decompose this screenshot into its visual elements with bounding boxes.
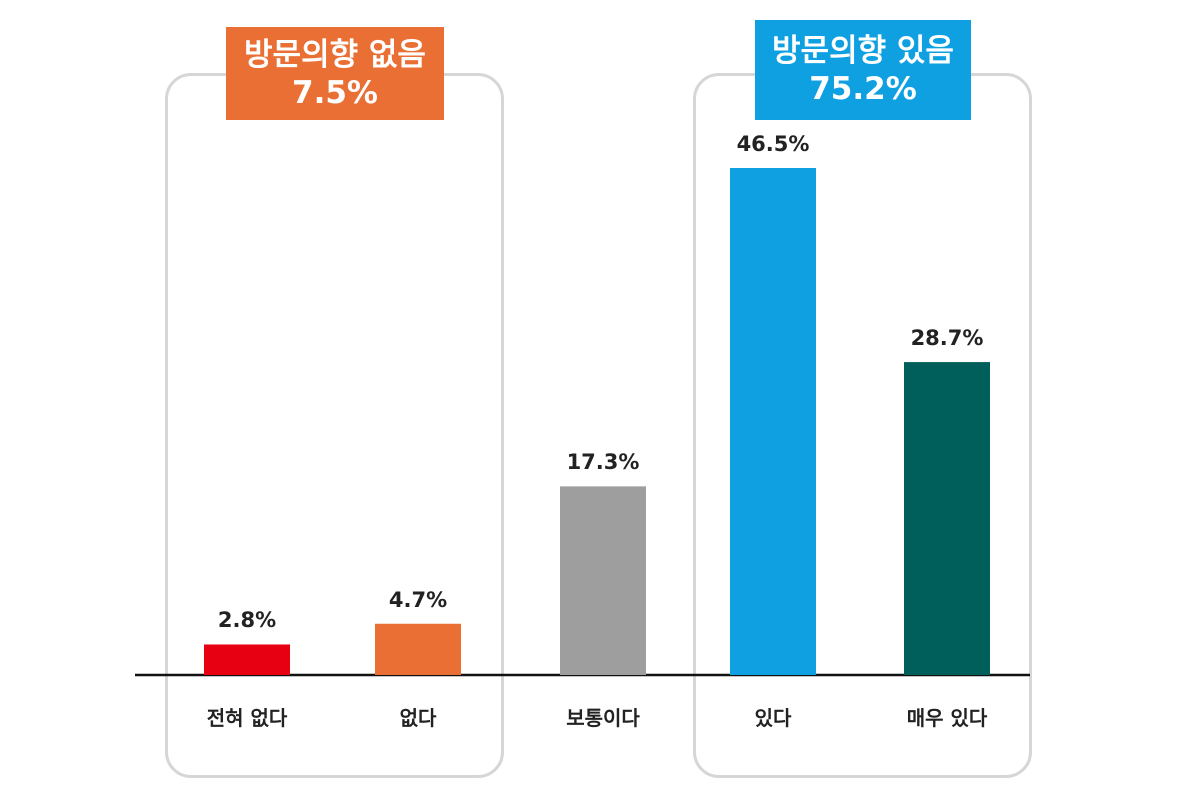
category-label-4: 매우 있다 (906, 706, 988, 730)
bar-4 (904, 362, 990, 675)
value-label-4: 28.7% (910, 326, 984, 351)
group-label-positive: 방문의향 있음 75.2% (755, 20, 971, 120)
value-label-2: 17.3% (566, 450, 640, 475)
value-label-3: 46.5% (736, 132, 810, 156)
bar-3 (730, 168, 816, 675)
group-title-positive: 방문의향 있음 (772, 33, 954, 69)
group-value-negative: 7.5% (292, 74, 378, 111)
group-title-negative: 방문의향 없음 (244, 36, 426, 73)
category-label-1: 없다 (399, 706, 437, 730)
bar-0 (204, 644, 290, 675)
value-label-1: 4.7% (388, 587, 448, 612)
category-label-2: 보통이다 (566, 706, 640, 730)
group-value-positive: 75.2% (809, 71, 917, 107)
group-label-negative: 방문의향 없음 7.5% (226, 27, 444, 120)
category-label-3: 있다 (754, 706, 792, 730)
category-label-0: 전혀 없다 (206, 706, 288, 730)
value-label-0: 2.8% (217, 608, 277, 633)
bar-1 (375, 623, 461, 675)
bars (204, 168, 990, 675)
bar-2 (560, 486, 646, 675)
